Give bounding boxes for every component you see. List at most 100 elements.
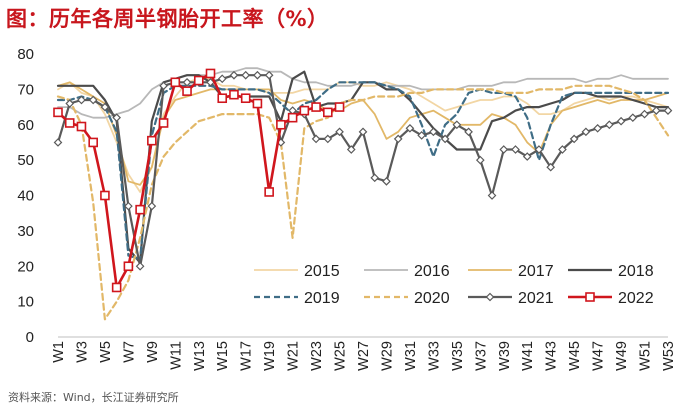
legend-label: 2017 (518, 263, 554, 280)
x-tick-label: W51 (638, 341, 654, 371)
data-point-2022 (111, 282, 122, 293)
x-tick-label: W9 (145, 341, 161, 363)
data-point-2022 (123, 261, 134, 272)
data-point-2022 (170, 77, 181, 88)
data-point-2022 (147, 135, 157, 146)
x-tick-label: W31 (403, 341, 419, 371)
legend-label: 2016 (414, 263, 450, 280)
legend-label: 2021 (518, 290, 554, 307)
x-tick-label: W37 (473, 341, 489, 371)
data-point-2022 (264, 187, 274, 197)
data-point-2022 (217, 93, 228, 104)
data-point-2021 (558, 145, 567, 154)
data-point-2022 (182, 86, 192, 96)
data-point-2021 (88, 95, 98, 105)
data-point-2021 (616, 116, 626, 126)
x-tick-label: W45 (567, 341, 583, 371)
data-point-2021 (53, 138, 63, 147)
x-tick-label: W35 (450, 341, 466, 371)
data-point-2022 (334, 102, 345, 112)
x-tick-label: W25 (333, 341, 349, 371)
data-point-2022 (287, 112, 298, 123)
legend-item-2020: 2020 (364, 290, 450, 307)
x-tick-label: W21 (286, 341, 302, 371)
data-point-2021 (475, 155, 485, 165)
legend-label: 2018 (618, 263, 654, 280)
data-point-2021 (393, 134, 403, 144)
data-point-2021 (569, 134, 579, 144)
data-point-2021 (640, 109, 649, 119)
legend-label: 2015 (304, 263, 340, 280)
legend-item-2019: 2019 (254, 290, 340, 307)
x-tick-label: W41 (520, 341, 536, 371)
legend-label: 2019 (304, 290, 340, 307)
data-point-2021 (604, 120, 614, 130)
data-point-2021 (346, 145, 356, 154)
data-point-2021 (135, 261, 145, 271)
x-tick-label: W49 (614, 341, 630, 371)
data-point-2021 (65, 99, 75, 108)
data-point-2022 (53, 107, 63, 118)
x-tick-label: W13 (192, 341, 208, 371)
data-point-2021 (440, 134, 450, 144)
legend-marker (585, 292, 595, 302)
data-point-2022 (193, 75, 204, 86)
data-point-2021 (581, 127, 591, 137)
data-point-2021 (405, 123, 415, 133)
data-point-2022 (311, 102, 321, 112)
data-point-2021 (100, 102, 110, 112)
x-tick-label: W23 (309, 341, 325, 371)
data-point-2022 (229, 89, 239, 100)
x-tick-label: W7 (121, 341, 137, 363)
legend-item-2022: 2022 (568, 290, 654, 307)
series-line-2019 (56, 81, 670, 261)
y-tick-label: 50 (17, 152, 34, 169)
data-point-2021 (417, 131, 427, 140)
data-point-2021 (253, 70, 262, 80)
data-point-2022 (100, 190, 110, 201)
data-point-2022 (252, 98, 263, 109)
data-point-2021 (651, 106, 661, 115)
data-point-2021 (323, 134, 333, 144)
data-point-2021 (511, 145, 520, 154)
data-point-2021 (264, 70, 274, 80)
series-line-2020 (56, 84, 670, 321)
data-point-2022 (205, 68, 216, 79)
data-point-2022 (64, 118, 75, 128)
data-point-2021 (182, 77, 192, 87)
data-point-2021 (241, 70, 251, 80)
data-point-2021 (464, 127, 473, 137)
x-tick-label: W1 (51, 341, 67, 363)
y-tick-label: 0 (26, 329, 34, 346)
data-point-2022 (276, 119, 286, 130)
data-point-2021 (159, 81, 168, 91)
data-point-2022 (88, 137, 98, 148)
legend: 2015 2016 2017 2018 2019 2020 2021 2022 (254, 263, 654, 307)
y-tick-label: 40 (17, 188, 34, 205)
legend-item-2017: 2017 (468, 263, 554, 280)
y-tick-label: 10 (17, 294, 34, 311)
x-tick-label: W43 (544, 341, 560, 371)
data-point-2022 (323, 107, 333, 118)
data-point-2021 (546, 162, 556, 172)
series-layer (53, 67, 673, 321)
data-point-2021 (229, 70, 239, 80)
data-point-2021 (358, 127, 368, 137)
x-tick-label: W33 (426, 341, 442, 371)
y-tick-label: 70 (17, 81, 34, 98)
data-point-2021 (429, 127, 438, 137)
y-tick-label: 20 (17, 258, 34, 275)
data-point-2021 (77, 95, 86, 105)
x-tick-label: W15 (215, 341, 231, 371)
x-tick-label: W11 (168, 341, 184, 370)
data-point-2021 (124, 201, 133, 211)
data-point-2021 (452, 120, 462, 130)
y-tick-label: 30 (17, 223, 34, 240)
axes: 0 10 20 30 40 50 60 70 80 W1 W3 W5 W7 W9 W11 W13 W15 W17 W… (17, 46, 677, 371)
data-point-2021 (534, 145, 544, 154)
x-tick-label: W3 (74, 341, 90, 363)
x-tick-label: W27 (356, 341, 372, 371)
data-point-2022 (240, 93, 251, 104)
data-point-2021 (499, 145, 509, 154)
